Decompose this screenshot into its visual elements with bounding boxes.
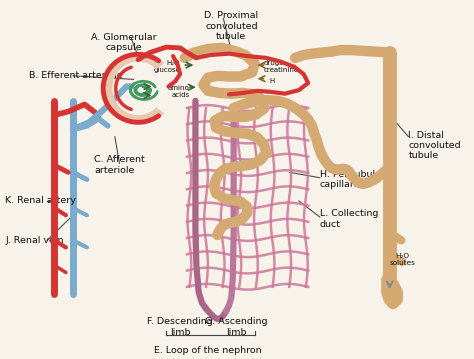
Text: H₂O
solutes: H₂O solutes <box>389 253 415 266</box>
Text: L. Collecting
duct: L. Collecting duct <box>320 209 378 229</box>
Text: A. Glomerular
capsule: A. Glomerular capsule <box>91 33 157 52</box>
Text: drugs
creatinine: drugs creatinine <box>264 60 299 73</box>
Text: H₂O
glucose: H₂O glucose <box>153 60 180 73</box>
Text: G. Ascending
limb: G. Ascending limb <box>205 317 267 337</box>
Text: C. Afferent
arteriole: C. Afferent arteriole <box>94 155 145 175</box>
Text: I. Distal
convoluted
tubule: I. Distal convoluted tubule <box>409 131 461 160</box>
Text: B. Efferent arteriole: B. Efferent arteriole <box>28 71 122 80</box>
Text: D. Proximal
convoluted
tubule: D. Proximal convoluted tubule <box>204 11 258 41</box>
Text: H. Peritubular
capillaries: H. Peritubular capillaries <box>320 170 385 189</box>
Text: H: H <box>270 78 275 84</box>
Text: K. Renal artery: K. Renal artery <box>5 196 76 205</box>
Text: amino
acids: amino acids <box>168 85 190 98</box>
Text: F. Descending
limb: F. Descending limb <box>147 317 213 337</box>
Text: E. Loop of the nephron: E. Loop of the nephron <box>154 346 262 355</box>
Polygon shape <box>101 52 164 124</box>
Text: J. Renal vein: J. Renal vein <box>5 236 64 245</box>
